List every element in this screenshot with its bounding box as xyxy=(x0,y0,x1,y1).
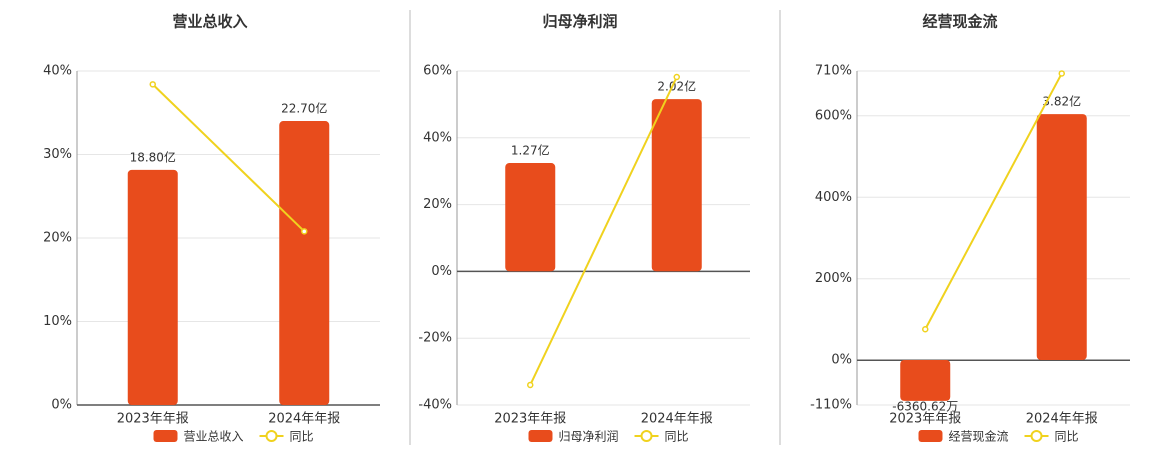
point xyxy=(922,325,929,333)
y-tick-label: 400% xyxy=(815,190,852,205)
y-tick-label: 0% xyxy=(51,398,72,413)
legend-marker xyxy=(265,430,278,442)
value-label: 3.82亿 xyxy=(1042,94,1081,109)
legend-swatch xyxy=(918,430,943,442)
y-tick-label: 200% xyxy=(815,271,852,286)
legend-swatch xyxy=(153,430,178,442)
y-tick-label: 0% xyxy=(431,264,452,279)
x-tick-label: 2023年年报 xyxy=(117,412,189,427)
point xyxy=(301,228,308,235)
y-tick-label: 20% xyxy=(423,197,452,212)
legend-label: 同比 xyxy=(1055,430,1079,444)
y-tick-label: 40% xyxy=(43,64,72,79)
chart-title: 经营现金流 xyxy=(922,13,997,31)
value-label: 22.70亿 xyxy=(281,101,327,116)
value-label: -6360.62万 xyxy=(892,399,958,413)
x-tick-label: 2024年年报 xyxy=(268,412,340,427)
value-label: 2.02亿 xyxy=(657,79,696,94)
bar xyxy=(505,163,556,272)
bar xyxy=(279,121,330,406)
x-tick-label: 2024年年报 xyxy=(1026,412,1098,427)
line xyxy=(152,83,305,233)
point xyxy=(1058,70,1065,77)
legend-label: 经营现金流 xyxy=(949,429,1009,444)
bar xyxy=(127,169,178,405)
bar xyxy=(651,99,702,272)
y-tick-label: 60% xyxy=(423,64,452,79)
y-tick-label: 20% xyxy=(43,231,72,246)
line xyxy=(924,72,1063,330)
legend-label: 同比 xyxy=(290,430,314,444)
bar xyxy=(1036,114,1087,360)
legend-label: 同比 xyxy=(665,430,689,444)
chart-title: 归母净利润 xyxy=(542,13,617,31)
chart-title: 营业总收入 xyxy=(172,13,247,31)
value-label: 18.80亿 xyxy=(130,149,176,164)
y-tick-label: -40% xyxy=(418,398,452,413)
legend-marker xyxy=(640,430,653,442)
y-tick-label: 30% xyxy=(43,147,72,162)
y-tick-label: -20% xyxy=(418,331,452,346)
legend-label: 归母净利润 xyxy=(559,430,619,444)
x-tick-label: 2023年年报 xyxy=(889,412,961,427)
point xyxy=(673,73,680,81)
point xyxy=(527,381,534,389)
y-tick-label: 10% xyxy=(43,314,72,329)
x-tick-label: 2024年年报 xyxy=(641,412,713,427)
bar xyxy=(900,359,951,401)
x-tick-label: 2023年年报 xyxy=(494,412,566,427)
legend-swatch xyxy=(528,430,553,442)
y-tick-label: 600% xyxy=(815,108,852,123)
legend-label: 营业总收入 xyxy=(184,430,244,444)
point xyxy=(149,81,156,88)
value-label: 1.27亿 xyxy=(511,143,550,158)
y-tick-label: 40% xyxy=(423,130,452,145)
y-tick-label: -110% xyxy=(810,398,852,413)
line xyxy=(529,76,678,386)
legend-marker xyxy=(1030,430,1043,442)
y-tick-label: 0% xyxy=(831,353,852,368)
y-tick-label: 710% xyxy=(815,64,852,79)
